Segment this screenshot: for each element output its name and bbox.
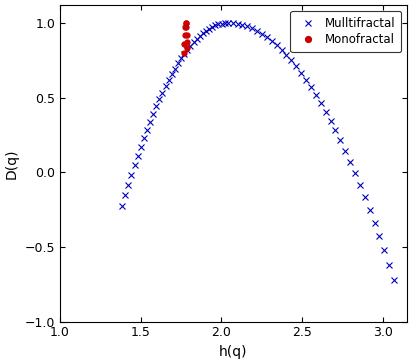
Mulltifractal <box>255 29 260 33</box>
Line: Monofractal: Monofractal <box>181 20 190 55</box>
Monofractal <box>184 33 189 37</box>
Mulltifractal <box>225 21 230 25</box>
Monofractal <box>183 21 188 25</box>
Monofractal <box>183 25 187 29</box>
Mulltifractal <box>392 277 397 282</box>
Monofractal <box>182 33 187 37</box>
Line: Mulltifractal: Mulltifractal <box>119 20 397 282</box>
Monofractal <box>185 40 190 44</box>
Mulltifractal <box>160 90 165 95</box>
Mulltifractal <box>135 154 140 158</box>
Legend: Mulltifractal, Monofractal: Mulltifractal, Monofractal <box>290 11 401 52</box>
Mulltifractal <box>191 40 196 44</box>
Mulltifractal <box>188 43 193 48</box>
Monofractal <box>185 46 190 51</box>
Y-axis label: D(q): D(q) <box>5 148 19 178</box>
Monofractal <box>182 41 187 46</box>
Mulltifractal <box>119 203 124 208</box>
X-axis label: h(q): h(q) <box>219 345 248 359</box>
Monofractal <box>181 51 186 55</box>
Mulltifractal <box>387 262 392 267</box>
Monofractal <box>183 21 188 25</box>
Monofractal <box>184 25 189 29</box>
